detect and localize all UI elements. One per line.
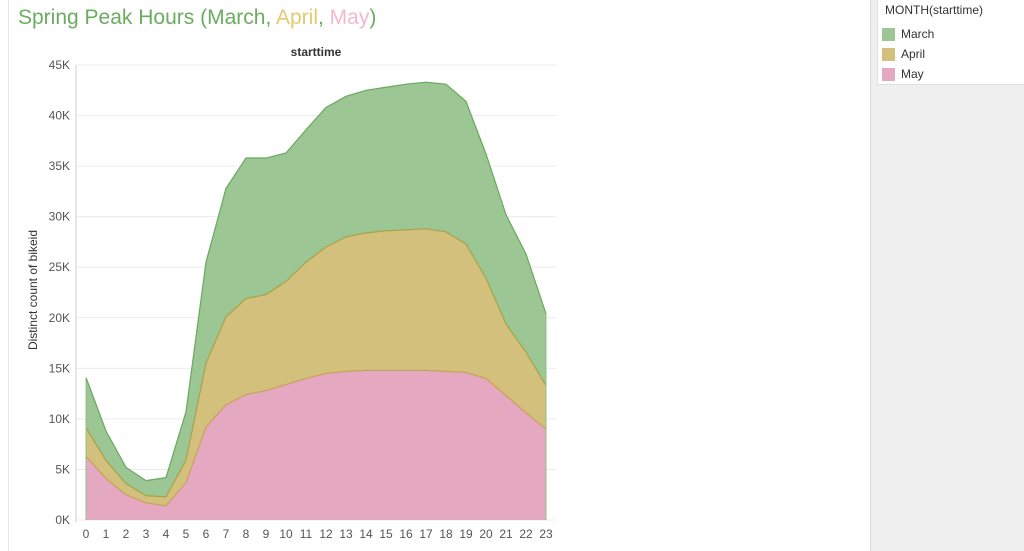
y-tick-label: 35K [49,159,70,173]
y-tick-label: 15K [49,361,70,375]
x-tick-label: 19 [459,527,473,541]
y-tick-label: 5K [55,462,70,476]
line-may [85,369,547,507]
x-tick-label: 9 [263,527,270,541]
legend-swatch-march [882,28,895,41]
x-tick-label: 2 [123,527,130,541]
x-tick-label: 18 [439,527,453,541]
y-tick-label: 40K [49,109,70,123]
legend-label-april: April [901,47,926,61]
area-april [86,228,546,506]
x-tick-label: 8 [243,527,250,541]
x-tick-label: 13 [339,527,353,541]
legend-label-may: May [901,67,924,81]
line-march [85,81,547,482]
x-tick-label: 10 [279,527,293,541]
x-tick-label: 3 [143,527,150,541]
x-tick-label: 11 [300,527,313,541]
x-tick-label: 20 [479,527,493,541]
x-tick-label: 17 [419,527,433,541]
x-tick-label: 21 [499,527,513,541]
y-tick-label: 25K [49,260,70,274]
x-tick-label: 23 [539,527,553,541]
x-tick-label: 0 [83,527,90,541]
title-separator: , [265,6,276,29]
title-may: May [329,6,370,29]
right-side-panel [870,0,1024,551]
title-april: April [275,6,318,29]
x-tick-label: 1 [103,527,110,541]
line-april [85,228,547,498]
page-title: Spring Peak Hours (March, April, May) [18,6,376,30]
chart-title: starttime [291,45,342,59]
legend-swatch-may [882,68,895,81]
y-tick-label: 10K [49,412,70,426]
y-tick-label: 45K [49,58,70,72]
y-tick-label: 0K [55,513,70,527]
title-separator: , [317,6,330,29]
x-tick-label: 6 [203,527,210,541]
legend-swatch-april [882,48,895,61]
x-tick-label: 22 [519,527,533,541]
legend: MONTH(starttime) March April May [877,0,1024,85]
legend-title[interactable]: MONTH(starttime) [885,3,983,17]
chart-area: 0K 5K 10K 15K 20K 25K 30K 35K 40K 45K 0 1 2 3 4 5 6 7 8 9 10… [26,45,556,541]
title-march: March [207,6,266,29]
left-edge-divider [0,0,9,551]
x-tick-label: 12 [319,527,333,541]
x-tick-label: 4 [163,527,170,541]
x-tick-label: 7 [223,527,230,541]
area-may [86,370,546,520]
y-tick-label: 30K [49,210,70,224]
legend-label-march: March [901,27,935,41]
x-tick-label: 15 [379,527,393,541]
title-prefix: Spring Peak Hours ( [18,6,208,29]
x-tick-label: 16 [399,527,413,541]
area-march [86,82,546,497]
x-tick-label: 14 [359,527,373,541]
x-tick-label: 5 [183,527,190,541]
title-suffix: ) [369,6,377,29]
y-axis-label: Distinct count of bikeid [26,230,40,350]
y-tick-label: 20K [49,311,70,325]
area-layer [85,81,547,520]
